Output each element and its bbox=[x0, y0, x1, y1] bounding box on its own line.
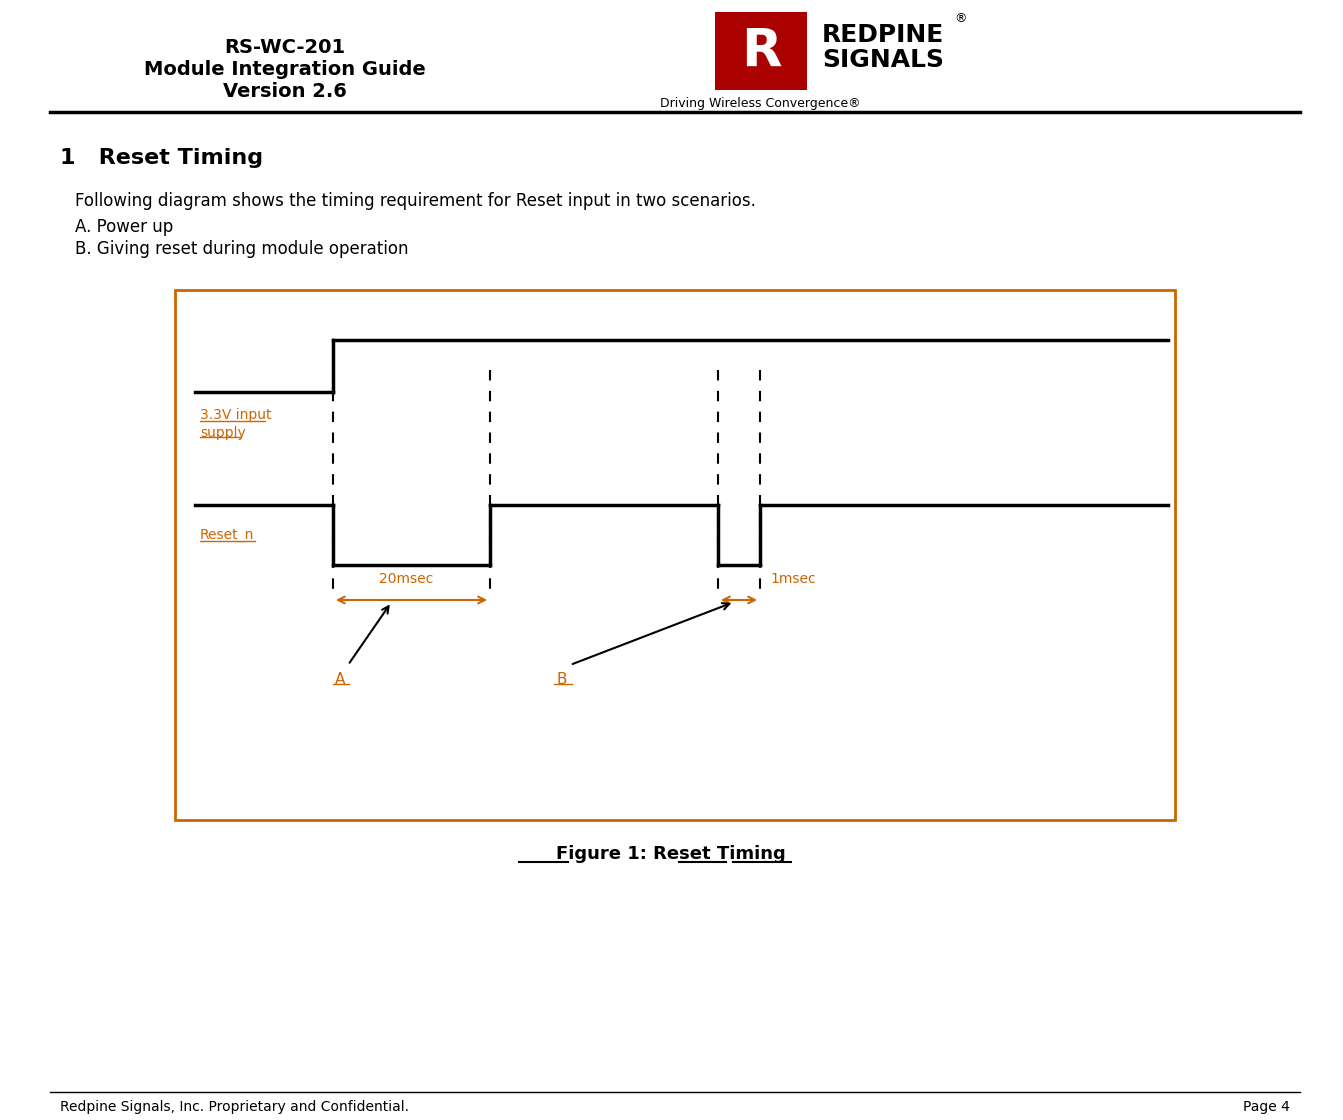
Text: Module Integration Guide: Module Integration Guide bbox=[144, 60, 426, 80]
Text: SIGNALS: SIGNALS bbox=[822, 48, 944, 72]
Text: Driving Wireless Convergence®: Driving Wireless Convergence® bbox=[659, 97, 861, 110]
Text: Following diagram shows the timing requirement for Reset input in two scenarios.: Following diagram shows the timing requi… bbox=[75, 192, 756, 211]
Text: ®: ® bbox=[954, 12, 966, 25]
Text: R: R bbox=[741, 26, 782, 78]
Text: B. Giving reset during module operation: B. Giving reset during module operation bbox=[75, 240, 408, 258]
Text: RS-WC-201: RS-WC-201 bbox=[224, 38, 345, 57]
Text: A. Power up: A. Power up bbox=[75, 218, 173, 236]
Text: 1   Reset Timing: 1 Reset Timing bbox=[60, 148, 263, 168]
Text: A: A bbox=[334, 672, 345, 687]
FancyBboxPatch shape bbox=[175, 290, 1175, 820]
Text: Page 4: Page 4 bbox=[1244, 1100, 1291, 1114]
Text: REDPINE: REDPINE bbox=[822, 24, 944, 47]
Text: 1msec: 1msec bbox=[770, 572, 815, 586]
Text: Reset_n: Reset_n bbox=[200, 528, 254, 542]
Text: 20msec: 20msec bbox=[379, 572, 434, 586]
Text: 3.3V input
supply: 3.3V input supply bbox=[200, 408, 271, 440]
FancyBboxPatch shape bbox=[714, 12, 807, 90]
Text: Figure 1: Reset Timing: Figure 1: Reset Timing bbox=[556, 844, 786, 864]
Text: B: B bbox=[557, 672, 567, 687]
Text: Version 2.6: Version 2.6 bbox=[223, 82, 346, 101]
Text: Redpine Signals, Inc. Proprietary and Confidential.: Redpine Signals, Inc. Proprietary and Co… bbox=[60, 1100, 410, 1114]
